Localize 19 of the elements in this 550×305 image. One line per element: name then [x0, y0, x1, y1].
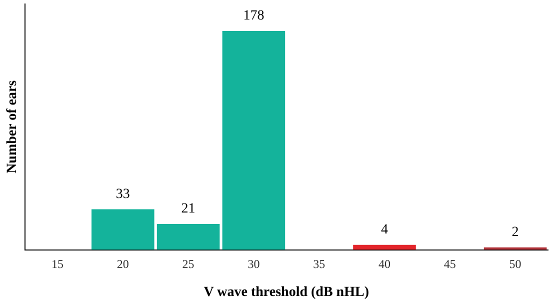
x-tick-label: 40 — [378, 257, 390, 272]
data-label: 2 — [512, 225, 519, 240]
x-axis-title: V wave threshold (dB nHL) — [204, 285, 370, 300]
x-tick-label: 50 — [509, 257, 522, 272]
bar — [222, 31, 286, 250]
x-tick-label: 35 — [313, 257, 326, 272]
x-tick-label: 30 — [248, 257, 260, 272]
data-label: 178 — [243, 8, 264, 24]
y-axis-title: Number of ears — [5, 80, 20, 174]
x-tick-label: 15 — [52, 257, 64, 272]
data-label: 33 — [116, 186, 130, 202]
x-tick-label: 25 — [182, 257, 194, 272]
bar — [92, 209, 154, 250]
x-tick-label: 45 — [444, 257, 456, 272]
data-label: 4 — [381, 222, 388, 238]
bar — [156, 224, 220, 250]
data-label: 21 — [181, 202, 196, 217]
x-tick-label: 20 — [116, 257, 129, 272]
bar — [353, 244, 416, 250]
